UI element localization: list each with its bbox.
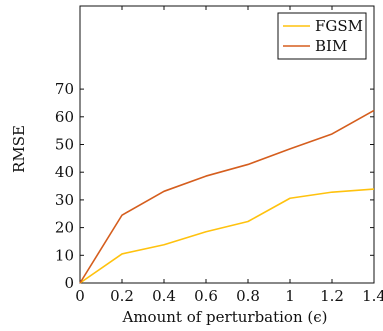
x-axis-label: Amount of perturbation (ϵ) (122, 308, 328, 326)
legend-label-bim: BIM (315, 37, 347, 55)
y-tick-label: 70 (55, 80, 74, 98)
x-tick-label: 0.2 (110, 287, 134, 305)
y-tick-label: 10 (55, 246, 74, 264)
legend: FGSM BIM (277, 12, 367, 60)
x-tick-label: 1.2 (320, 287, 344, 305)
x-tick-label: 0.8 (236, 287, 260, 305)
legend-box (277, 12, 367, 60)
series-line-bim (79, 109, 375, 284)
series-lines (79, 109, 375, 284)
x-tick-label: 0.6 (194, 287, 218, 305)
x-axis-ticks: 0 0.2 0.4 0.6 0.8 1 1.2 1.4 (75, 6, 383, 305)
y-tick-label: 40 (55, 163, 74, 181)
x-tick-label: 1 (285, 287, 295, 305)
y-axis-ticks: 0 10 20 30 40 50 60 70 (55, 80, 374, 292)
legend-label-fgsm: FGSM (315, 17, 363, 35)
x-tick-label: 1.4 (362, 287, 383, 305)
y-tick-label: 50 (55, 136, 74, 154)
x-tick-label: 0 (75, 287, 85, 305)
y-tick-label: 20 (55, 219, 74, 237)
y-axis-label: RMSE (10, 125, 28, 173)
y-tick-label: 0 (64, 274, 74, 292)
x-tick-label: 0.4 (152, 287, 176, 305)
y-tick-label: 30 (55, 191, 74, 209)
y-tick-label: 60 (55, 108, 74, 126)
series-line-fgsm (79, 188, 375, 284)
